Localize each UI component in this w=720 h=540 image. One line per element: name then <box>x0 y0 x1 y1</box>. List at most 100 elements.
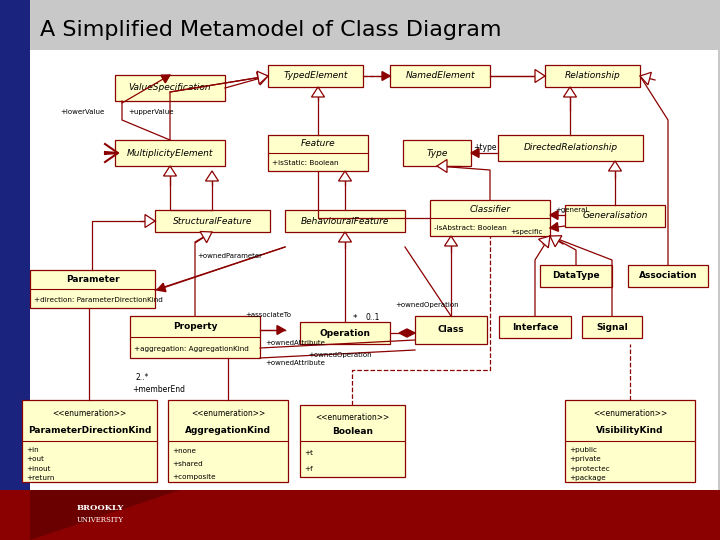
Bar <box>285 210 405 232</box>
Bar <box>0 490 720 540</box>
Bar <box>30 270 155 308</box>
Text: Classifier: Classifier <box>469 205 510 213</box>
Text: Feature: Feature <box>301 139 336 148</box>
Polygon shape <box>157 284 166 292</box>
Text: +private: +private <box>569 456 600 462</box>
Text: UNIVERSITY: UNIVERSITY <box>76 516 124 524</box>
Text: +in: +in <box>26 447 39 453</box>
Text: +inout: +inout <box>26 465 50 471</box>
Bar <box>545 65 640 87</box>
Polygon shape <box>312 87 325 97</box>
Text: +shared: +shared <box>172 461 203 467</box>
Bar <box>155 210 270 232</box>
Bar <box>30 50 718 490</box>
Text: +ownedOperation: +ownedOperation <box>395 302 459 308</box>
Text: Type: Type <box>426 148 448 158</box>
Text: +t: +t <box>304 450 313 456</box>
Text: Signal: Signal <box>596 322 628 332</box>
Bar <box>268 65 363 87</box>
Text: +type: +type <box>473 144 497 152</box>
Text: +protectec: +protectec <box>569 465 610 471</box>
Bar <box>540 265 612 287</box>
Text: BROOKLY: BROOKLY <box>76 504 124 512</box>
Text: TypedElement: TypedElement <box>283 71 348 80</box>
Polygon shape <box>564 87 577 97</box>
Polygon shape <box>382 72 390 80</box>
Text: DataType: DataType <box>552 272 600 280</box>
Bar <box>168 400 288 482</box>
Text: ValueSpecification: ValueSpecification <box>129 84 211 92</box>
Text: +ownedAttribute: +ownedAttribute <box>265 340 325 346</box>
Polygon shape <box>399 329 415 337</box>
Text: ParameterDirectionKind: ParameterDirectionKind <box>28 426 151 435</box>
Text: <<enumeration>>: <<enumeration>> <box>593 409 667 418</box>
Bar <box>0 0 30 510</box>
Text: Association: Association <box>639 272 697 280</box>
Text: +ownedOperation: +ownedOperation <box>308 352 372 358</box>
Text: Generalisation: Generalisation <box>582 212 648 220</box>
Text: StructuralFeature: StructuralFeature <box>173 217 252 226</box>
Bar <box>498 135 643 161</box>
Text: +isStatic: Boolean: +isStatic: Boolean <box>272 160 338 166</box>
Polygon shape <box>444 236 457 246</box>
Polygon shape <box>161 75 170 83</box>
Text: +none: +none <box>172 448 196 454</box>
Text: +specific: +specific <box>510 229 542 235</box>
Text: +public: +public <box>569 447 597 453</box>
Bar <box>115 75 225 101</box>
Polygon shape <box>338 171 351 181</box>
Bar <box>499 316 571 338</box>
Text: Property: Property <box>173 322 217 331</box>
Text: <<enumeration>>: <<enumeration>> <box>53 409 127 418</box>
Polygon shape <box>471 148 479 157</box>
Text: -isAbstract: Boolean: -isAbstract: Boolean <box>434 225 507 231</box>
Text: +ownedParameter: +ownedParameter <box>197 253 262 259</box>
Text: <<enumeration>>: <<enumeration>> <box>191 409 265 418</box>
Bar <box>390 65 490 87</box>
Bar <box>582 316 642 338</box>
Text: +general: +general <box>555 207 588 213</box>
Text: *: * <box>353 314 358 322</box>
Text: +memberEnd: +memberEnd <box>132 386 185 395</box>
Text: +return: +return <box>26 475 55 481</box>
Text: 0..1: 0..1 <box>365 314 379 322</box>
Text: MultiplicityElement: MultiplicityElement <box>127 148 213 158</box>
Polygon shape <box>277 326 285 334</box>
Polygon shape <box>145 214 155 227</box>
Polygon shape <box>205 171 218 181</box>
Text: <<enumeration>>: <<enumeration>> <box>315 413 390 422</box>
Polygon shape <box>338 232 351 242</box>
Polygon shape <box>200 232 212 242</box>
Polygon shape <box>539 236 550 248</box>
Text: +aggregation: AggregationKind: +aggregation: AggregationKind <box>134 346 249 352</box>
Bar <box>628 265 708 287</box>
Text: +package: +package <box>569 475 606 481</box>
Polygon shape <box>640 72 652 85</box>
Polygon shape <box>30 490 180 540</box>
Polygon shape <box>256 72 268 85</box>
Text: Parameter: Parameter <box>66 275 120 284</box>
Bar <box>565 205 665 227</box>
Text: Relationship: Relationship <box>564 71 621 80</box>
Text: +upperValue: +upperValue <box>128 109 174 115</box>
Text: 2..*: 2..* <box>135 374 148 382</box>
Bar <box>300 322 390 344</box>
Bar <box>403 140 471 166</box>
Polygon shape <box>257 71 268 84</box>
Text: VisibilityKind: VisibilityKind <box>596 426 664 435</box>
Text: +ownedAttribute: +ownedAttribute <box>265 360 325 366</box>
Bar <box>300 405 405 477</box>
Text: NamedElement: NamedElement <box>405 71 474 80</box>
Text: AggregationKind: AggregationKind <box>185 426 271 435</box>
Text: Interface: Interface <box>512 322 558 332</box>
Bar <box>22 400 157 482</box>
Polygon shape <box>535 70 545 83</box>
Bar <box>415 316 487 344</box>
Text: +f: +f <box>304 467 312 472</box>
Polygon shape <box>608 161 621 171</box>
Text: Class: Class <box>438 326 464 334</box>
Text: DirectedRelationship: DirectedRelationship <box>523 144 618 152</box>
Text: Boolean: Boolean <box>332 427 373 436</box>
Bar <box>130 316 260 358</box>
Text: +out: +out <box>26 456 44 462</box>
